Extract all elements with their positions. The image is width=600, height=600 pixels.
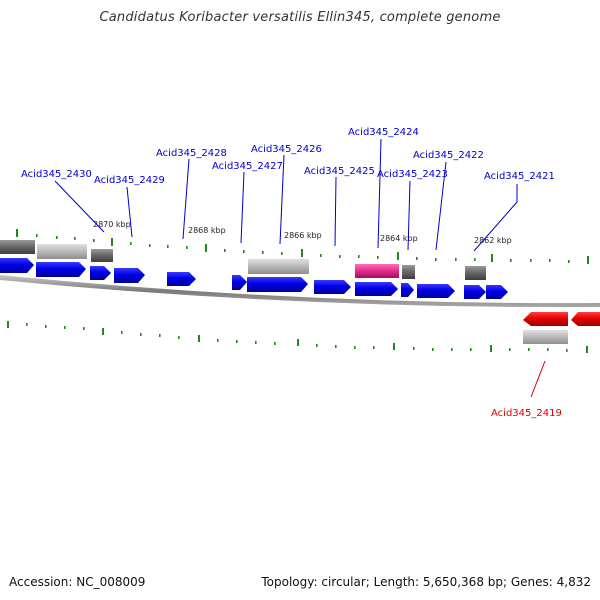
scale-label: 2866 kbp: [284, 231, 322, 240]
gene-arrow-forward[interactable]: [486, 285, 508, 299]
feature-block-highlight[interactable]: [355, 264, 399, 278]
gene-arrow-reverse[interactable]: [523, 312, 568, 326]
gene-label[interactable]: Acid345_2426: [251, 144, 322, 155]
gene-arrow-forward[interactable]: [90, 266, 111, 280]
gene-arrow-forward[interactable]: [247, 277, 308, 292]
feature-block[interactable]: [248, 259, 309, 274]
feature-block[interactable]: [0, 240, 35, 254]
feature-block[interactable]: [465, 266, 486, 280]
accession-text: Accession: NC_008009: [9, 575, 146, 589]
scale-label: 2868 kbp: [188, 226, 226, 235]
topology-text: Topology: circular; Length: 5,650,368 bp…: [261, 575, 591, 589]
feature-block[interactable]: [402, 265, 415, 279]
reverse-genes: [523, 312, 600, 326]
gene-label[interactable]: Acid345_2428: [156, 148, 227, 159]
forward-genes: [0, 258, 508, 299]
gene-label[interactable]: Acid345_2421: [484, 171, 555, 182]
lower-scale-ticks: [7, 321, 588, 353]
gene-arrow-forward[interactable]: [355, 282, 398, 296]
feature-block[interactable]: [91, 249, 113, 262]
upper-scale-ticks: [16, 229, 589, 264]
gene-arrow-forward[interactable]: [114, 268, 145, 283]
feature-block[interactable]: [523, 330, 568, 344]
gene-label[interactable]: Acid345_2424: [348, 127, 419, 138]
gene-label[interactable]: Acid345_2422: [413, 150, 484, 161]
gene-label[interactable]: Acid345_2423: [377, 169, 448, 180]
genome-backbone: [0, 275, 600, 308]
gene-arrow-forward[interactable]: [417, 284, 455, 298]
gene-arrow-reverse[interactable]: [571, 312, 600, 326]
gene-arrow-forward[interactable]: [167, 272, 196, 286]
gene-label[interactable]: Acid345_2429: [94, 175, 165, 186]
gene-label[interactable]: Acid345_2425: [304, 166, 375, 177]
label-leader-lines: [54, 138, 546, 398]
gene-arrow-forward[interactable]: [464, 285, 486, 299]
map-title: Candidatus Koribacter versatilis Ellin34…: [99, 10, 501, 25]
scale-label: 2864 kbp: [380, 234, 418, 243]
feature-block[interactable]: [37, 244, 87, 259]
gene-arrow-forward[interactable]: [232, 275, 247, 290]
gene-arrow-forward[interactable]: [401, 283, 414, 297]
gene-arrow-forward[interactable]: [314, 280, 351, 294]
gene-label[interactable]: Acid345_2427: [212, 161, 283, 172]
gene-label[interactable]: Acid345_2430: [21, 169, 92, 180]
gene-arrow-forward[interactable]: [0, 258, 34, 273]
gene-label[interactable]: Acid345_2419: [491, 408, 562, 419]
feature-track: [0, 240, 568, 344]
scale-label: 2862 kbp: [474, 236, 512, 245]
scale-label: 2870 kbp: [93, 220, 131, 229]
gene-arrow-forward[interactable]: [36, 262, 86, 277]
